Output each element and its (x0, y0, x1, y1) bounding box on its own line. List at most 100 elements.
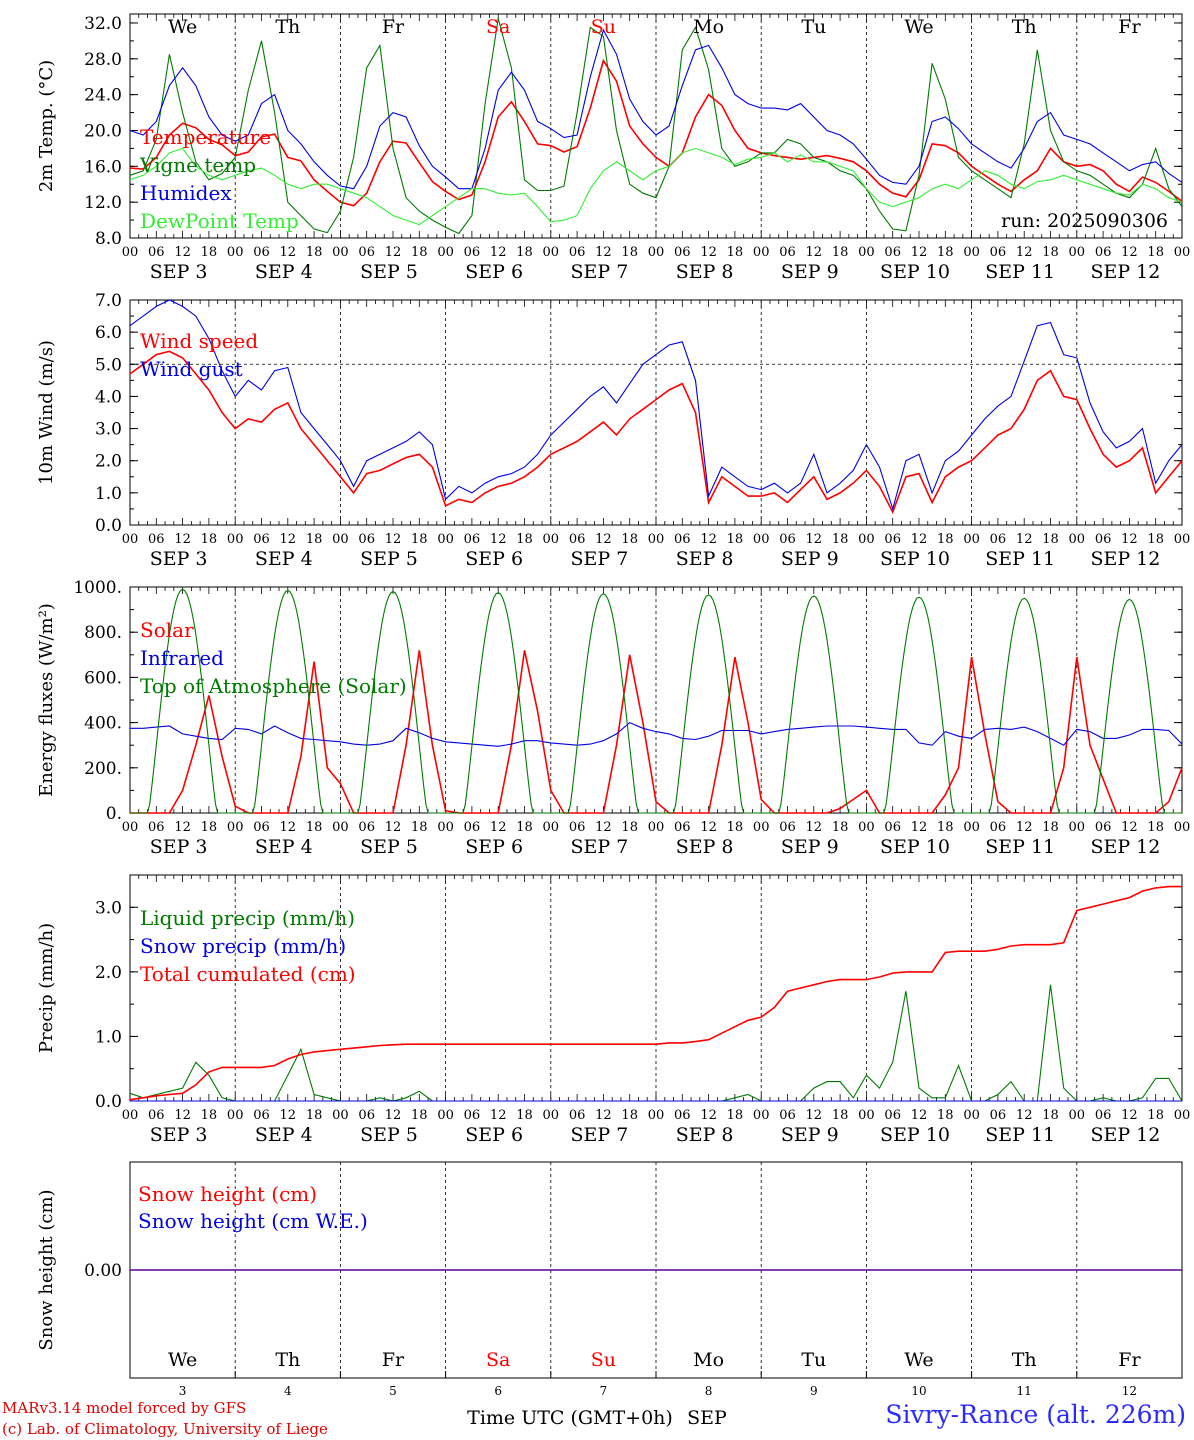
date-label: SEP 12 (1090, 261, 1160, 283)
hour-tick-label: 06 (569, 532, 586, 547)
hour-tick-label: 06 (148, 245, 165, 260)
hour-tick-label: 12 (1121, 820, 1138, 835)
hour-tick-label: 06 (779, 820, 796, 835)
hour-tick-label: 18 (727, 532, 744, 547)
legend-entry: Top of Atmosphere (Solar) (140, 674, 407, 698)
hour-tick-label: 06 (884, 245, 901, 260)
hour-tick-label: 18 (306, 245, 323, 260)
date-label: SEP 5 (360, 261, 418, 283)
hour-tick-label: 12 (1016, 1108, 1033, 1123)
y-tick-label: 12.0 (84, 193, 122, 213)
date-label: SEP 7 (570, 548, 628, 570)
date-label: SEP 12 (1090, 836, 1160, 858)
day-number-label: 6 (494, 1384, 502, 1398)
hour-tick-label: 18 (727, 820, 744, 835)
hour-tick-label: 12 (1121, 1108, 1138, 1123)
lab-credit: (c) Lab. of Climatology, University of L… (2, 1420, 328, 1438)
hour-tick-label: 18 (306, 820, 323, 835)
hour-tick-label: 06 (990, 820, 1007, 835)
hour-tick-label: 00 (437, 820, 454, 835)
hour-tick-label: 18 (937, 532, 954, 547)
hour-tick-label: 00 (227, 820, 244, 835)
station-name: Sivry-Rance (alt. 226m) (885, 1400, 1186, 1429)
date-label: SEP 3 (150, 836, 208, 858)
hour-tick-label: 12 (700, 532, 717, 547)
y-tick-label: 16.0 (84, 157, 122, 177)
hour-tick-label: 18 (621, 1108, 638, 1123)
y-tick-label: 2.0 (95, 963, 122, 983)
y-tick-label: 24.0 (84, 86, 122, 106)
hour-tick-label: 12 (806, 245, 823, 260)
hour-tick-label: 06 (253, 820, 270, 835)
hour-tick-label: 00 (227, 1108, 244, 1123)
hour-tick-label: 00 (437, 1108, 454, 1123)
day-number-label: 8 (705, 1384, 713, 1398)
hour-tick-label: 18 (516, 1108, 533, 1123)
hour-tick-label: 06 (779, 1108, 796, 1123)
y-tick-label: 800. (84, 623, 122, 643)
hour-tick-label: 18 (832, 532, 849, 547)
hour-tick-label: 12 (385, 1108, 402, 1123)
hour-tick-label: 12 (174, 1108, 191, 1123)
y-tick-label: 1.0 (95, 1027, 122, 1047)
y-tick-label: 8.0 (95, 229, 122, 249)
weekday-label: Fr (382, 16, 405, 38)
day-number-label: 4 (284, 1384, 292, 1398)
hour-tick-label: 00 (543, 1108, 560, 1123)
hour-tick-label: 00 (1174, 1108, 1191, 1123)
date-label: SEP 3 (150, 1124, 208, 1146)
y-tick-label: 3.0 (95, 898, 122, 918)
hour-tick-label: 06 (358, 532, 375, 547)
hour-tick-label: 00 (648, 532, 665, 547)
hour-tick-label: 00 (753, 245, 770, 260)
hour-tick-label: 00 (858, 820, 875, 835)
series-line-wind-speed (129, 350, 1183, 515)
hour-tick-label: 12 (1016, 532, 1033, 547)
hour-tick-label: 12 (385, 532, 402, 547)
hour-tick-label: 00 (1069, 1108, 1086, 1123)
hour-tick-label: 06 (569, 245, 586, 260)
y-tick-label: 400. (84, 714, 122, 734)
hour-tick-label: 06 (464, 820, 481, 835)
weekday-label: Fr (382, 1349, 405, 1371)
date-label: SEP 3 (150, 548, 208, 570)
weekday-label: We (168, 1349, 197, 1371)
date-label: SEP 5 (360, 1124, 418, 1146)
legend-entry: Wind speed (140, 329, 258, 353)
y-axis-label: 10m Wind (m/s) (36, 340, 57, 485)
hour-tick-label: 00 (332, 532, 349, 547)
legend-entry: Solar (140, 618, 194, 642)
month-label: SEP (687, 1407, 727, 1429)
weekday-label: We (904, 1349, 933, 1371)
hour-tick-label: 12 (700, 245, 717, 260)
hour-tick-label: 12 (1016, 820, 1033, 835)
hour-tick-label: 06 (779, 245, 796, 260)
hour-tick-label: 06 (253, 1108, 270, 1123)
date-label: SEP 3 (150, 261, 208, 283)
hour-tick-label: 00 (1069, 820, 1086, 835)
hour-tick-label: 00 (437, 245, 454, 260)
hour-tick-label: 06 (990, 1108, 1007, 1123)
weekday-label: Th (1012, 1349, 1037, 1371)
hour-tick-label: 00 (122, 820, 139, 835)
y-tick-label: 3.0 (95, 420, 122, 440)
hour-tick-label: 06 (674, 532, 691, 547)
weekday-label: Mo (693, 16, 724, 38)
hour-tick-label: 06 (148, 820, 165, 835)
weekday-label: Th (275, 1349, 300, 1371)
date-label: SEP 5 (360, 548, 418, 570)
weekday-label: Mo (693, 1349, 724, 1371)
legend-entry: DewPoint Temp (140, 209, 299, 233)
legend-entry: Infrared (140, 646, 224, 670)
hour-tick-label: 00 (1069, 245, 1086, 260)
day-number-label: 10 (911, 1384, 926, 1398)
hour-tick-label: 18 (411, 820, 428, 835)
hour-tick-label: 00 (963, 1108, 980, 1123)
hour-tick-label: 12 (806, 532, 823, 547)
date-label: SEP 4 (255, 836, 313, 858)
date-label: SEP 7 (570, 261, 628, 283)
legend-entry: Snow height (cm W.E.) (138, 1209, 368, 1233)
hour-tick-label: 12 (385, 820, 402, 835)
day-number-label: 3 (179, 1384, 187, 1398)
date-label: SEP 9 (781, 836, 839, 858)
